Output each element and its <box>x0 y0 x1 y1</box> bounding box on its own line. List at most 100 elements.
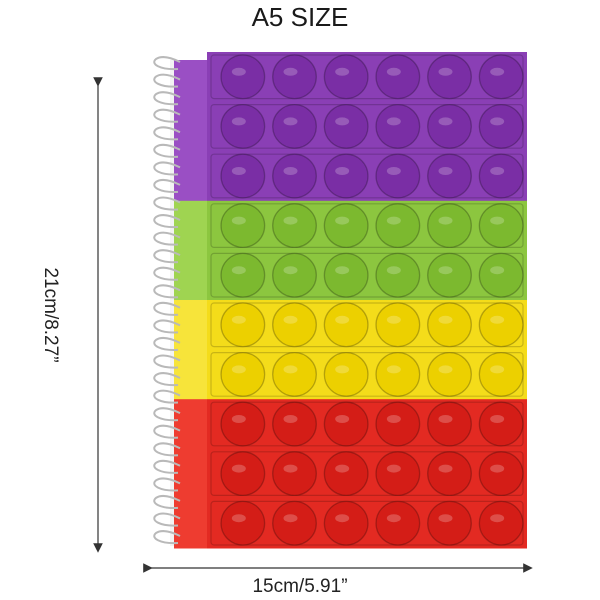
spiral-coil <box>153 530 181 545</box>
bubble-yellow[interactable] <box>220 351 266 397</box>
bubble-purple[interactable] <box>478 103 524 149</box>
bubble-highlight <box>438 67 453 76</box>
bubble-purple[interactable] <box>272 153 317 199</box>
bubble-purple[interactable] <box>323 54 369 100</box>
spiral-coil <box>153 459 181 474</box>
row-groove <box>210 103 524 149</box>
bubble-highlight <box>490 514 505 523</box>
bubble-red[interactable] <box>427 451 472 497</box>
bubble-purple[interactable] <box>375 54 421 100</box>
bubble-red[interactable] <box>375 500 421 546</box>
bubble-green[interactable] <box>478 252 524 298</box>
bubble-highlight <box>438 365 453 374</box>
bubble-highlight <box>231 67 246 76</box>
bubble-yellow[interactable] <box>272 302 317 348</box>
bubble-red[interactable] <box>375 451 421 497</box>
bubble-highlight <box>386 216 401 225</box>
bubble-red[interactable] <box>478 500 524 546</box>
bubble-highlight <box>231 315 246 324</box>
bubble-highlight <box>490 415 505 423</box>
bubble-red[interactable] <box>220 401 266 447</box>
bubble-red[interactable] <box>478 451 524 497</box>
bubble-highlight <box>490 315 505 324</box>
bubble-green[interactable] <box>323 252 369 298</box>
bubble-red[interactable] <box>375 401 421 447</box>
bubble-highlight <box>386 167 401 175</box>
bubble-purple[interactable] <box>220 103 266 149</box>
bubble-highlight <box>335 167 350 175</box>
bubble-purple[interactable] <box>375 153 421 199</box>
bubble-highlight <box>283 315 298 324</box>
bubble-green[interactable] <box>427 252 472 298</box>
bubble-highlight <box>438 117 453 126</box>
spiral-coil <box>153 337 181 351</box>
bubble-highlight <box>386 67 401 76</box>
bubble-purple[interactable] <box>272 54 317 100</box>
bubble-green[interactable] <box>220 252 266 298</box>
spiral-coil <box>153 389 181 404</box>
bubble-highlight <box>438 315 453 324</box>
bubble-green[interactable] <box>375 203 421 249</box>
bubble-red[interactable] <box>272 401 317 447</box>
bubble-green[interactable] <box>427 203 472 249</box>
bubble-highlight <box>438 266 453 275</box>
bubble-highlight <box>438 216 453 225</box>
bubble-yellow[interactable] <box>427 351 472 397</box>
bubble-green[interactable] <box>220 203 266 249</box>
bubble-purple[interactable] <box>272 103 317 149</box>
bubble-highlight <box>231 514 246 523</box>
bubble-highlight <box>490 117 505 126</box>
spiral-coil <box>153 231 181 246</box>
bubble-red[interactable] <box>272 500 317 546</box>
spiral-coil <box>153 73 181 88</box>
bubble-highlight <box>335 315 350 324</box>
bubble-yellow[interactable] <box>478 302 524 348</box>
row-groove <box>210 500 524 546</box>
spiral-binding <box>153 56 181 545</box>
bubble-purple[interactable] <box>323 153 369 199</box>
bubble-red[interactable] <box>427 401 472 447</box>
bubble-purple[interactable] <box>220 153 266 199</box>
bubble-highlight <box>438 464 453 473</box>
bubble-green[interactable] <box>478 203 524 249</box>
bubble-highlight <box>283 167 298 175</box>
bubble-red[interactable] <box>427 500 472 546</box>
bubble-highlight <box>283 216 298 225</box>
bubble-green[interactable] <box>323 203 369 249</box>
bubble-red[interactable] <box>323 500 369 546</box>
bubble-green[interactable] <box>375 252 421 298</box>
bubble-yellow[interactable] <box>272 351 317 397</box>
bubble-red[interactable] <box>323 451 369 497</box>
bubble-red[interactable] <box>272 451 317 497</box>
spiral-coil <box>153 249 181 264</box>
bubble-purple[interactable] <box>427 54 472 100</box>
bubble-yellow[interactable] <box>323 302 369 348</box>
bubble-red[interactable] <box>323 401 369 447</box>
bubble-yellow[interactable] <box>375 351 421 397</box>
bubble-purple[interactable] <box>478 153 524 199</box>
bubble-purple[interactable] <box>427 103 472 149</box>
bubble-purple[interactable] <box>478 54 524 100</box>
bubble-red[interactable] <box>478 401 524 447</box>
spiral-coil <box>153 143 181 158</box>
spiral-coil <box>153 495 181 509</box>
bubble-purple[interactable] <box>323 103 369 149</box>
spiral-coil <box>153 161 181 176</box>
bubble-red[interactable] <box>220 451 266 497</box>
bubble-green[interactable] <box>272 203 317 249</box>
bubble-purple[interactable] <box>375 103 421 149</box>
bubble-red[interactable] <box>220 500 266 546</box>
row-groove <box>210 451 524 496</box>
bubble-purple[interactable] <box>427 153 472 199</box>
bubble-yellow[interactable] <box>323 351 369 397</box>
bubble-yellow[interactable] <box>375 302 421 348</box>
spiral-coil <box>153 91 181 106</box>
bubble-highlight <box>335 464 350 473</box>
row-groove <box>210 203 524 249</box>
spiral-coil <box>153 442 181 457</box>
bubble-yellow[interactable] <box>220 302 266 348</box>
bubble-yellow[interactable] <box>478 351 524 397</box>
bubble-yellow[interactable] <box>427 302 472 348</box>
bubble-green[interactable] <box>272 252 317 298</box>
bubble-purple[interactable] <box>220 54 266 100</box>
